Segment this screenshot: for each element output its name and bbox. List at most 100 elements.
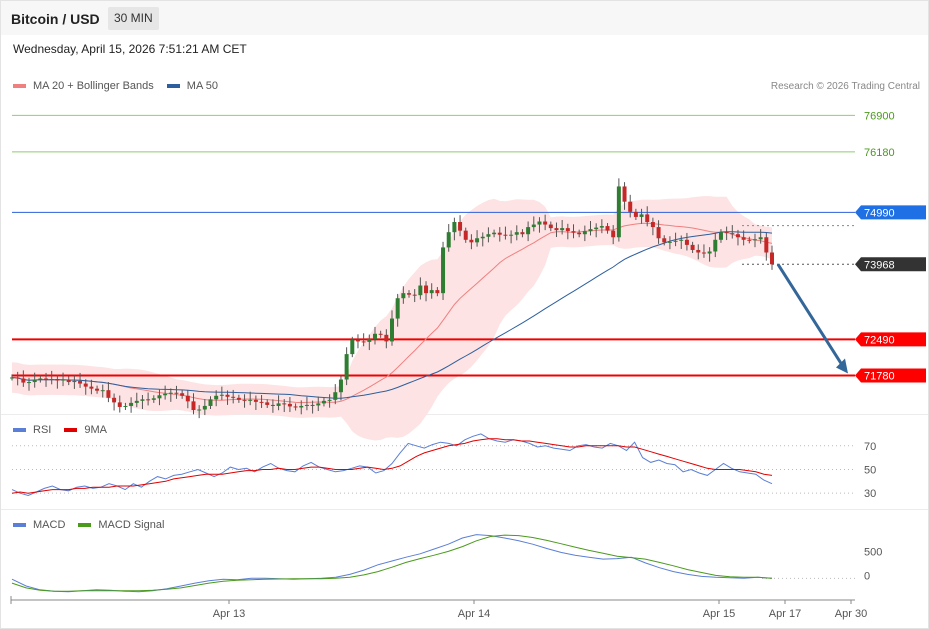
candle — [27, 382, 32, 384]
ma50-line — [11, 231, 773, 399]
candle — [577, 232, 582, 235]
candle — [163, 393, 168, 396]
candle — [106, 390, 111, 398]
candle — [89, 386, 94, 389]
candle — [117, 402, 122, 407]
candle — [684, 239, 689, 245]
rsi-swatch — [13, 428, 26, 432]
instrument-title: Bitcoin / USD — [11, 11, 100, 27]
candle — [61, 379, 66, 381]
candle — [338, 379, 343, 393]
price-tag — [855, 257, 926, 272]
candle — [446, 232, 451, 248]
candle — [503, 234, 508, 236]
candle — [390, 318, 394, 342]
time-tick-label: Apr 30 — [835, 608, 867, 620]
candle — [537, 221, 542, 225]
candle — [140, 399, 145, 401]
candle — [191, 401, 196, 410]
candle — [571, 231, 576, 233]
candle — [44, 378, 49, 381]
candle — [770, 252, 774, 265]
time-tick-label: Apr 15 — [703, 608, 735, 620]
candle — [463, 230, 468, 240]
candle — [174, 392, 179, 394]
candle — [650, 222, 655, 228]
candle — [673, 240, 678, 242]
legend-label-9ma: 9MA — [84, 424, 107, 436]
candle — [259, 401, 264, 403]
price-level-label: 74990 — [864, 207, 895, 219]
rsi-9ma-line — [11, 438, 773, 494]
candle — [225, 394, 230, 397]
candle — [151, 398, 156, 400]
legend-item-macd-signal: MACD Signal — [78, 519, 164, 531]
candle — [78, 381, 83, 384]
candle — [242, 399, 247, 401]
candle — [327, 399, 332, 401]
legend-label-macd: MACD — [33, 519, 66, 531]
price-level-label: 71780 — [864, 370, 895, 382]
candle — [639, 214, 644, 217]
price-tag — [855, 205, 926, 220]
candle — [458, 222, 463, 231]
candle — [49, 379, 54, 381]
candle — [407, 293, 412, 295]
candle — [333, 392, 338, 400]
price-level-label: 73968 — [864, 259, 895, 271]
candle — [129, 402, 134, 406]
forecast-arrow — [776, 263, 845, 368]
candle — [554, 228, 559, 231]
candle — [486, 234, 491, 237]
rsi-line — [11, 433, 773, 497]
candle — [344, 354, 349, 380]
candle — [560, 228, 565, 231]
candle — [679, 239, 684, 241]
candle — [208, 399, 213, 406]
candle — [236, 397, 241, 400]
candle — [429, 290, 434, 294]
credit-text: Research © 2026 Trading Central — [770, 81, 920, 92]
candle — [293, 406, 298, 408]
candle — [214, 395, 219, 400]
candle — [418, 285, 423, 296]
candle — [112, 397, 117, 403]
candle — [310, 404, 315, 406]
9ma-swatch — [64, 428, 78, 432]
candle — [276, 403, 281, 406]
legend-label-macd-signal: MACD Signal — [98, 519, 165, 531]
legend-label-ma20: MA 20 + Bollinger Bands — [33, 80, 154, 92]
macd-signal-swatch — [78, 523, 92, 527]
candle — [38, 378, 43, 380]
candle — [157, 395, 162, 399]
timeframe-badge[interactable]: 30 MIN — [108, 7, 159, 30]
candle — [435, 290, 440, 294]
candle — [628, 201, 633, 212]
legend-label-ma50: MA 50 — [186, 80, 218, 92]
candle — [758, 237, 763, 240]
candle — [724, 232, 729, 234]
candle — [599, 226, 604, 228]
candle — [520, 232, 525, 235]
legend-item-ma20: MA 20 + Bollinger Bands — [13, 80, 154, 92]
macd-swatch — [13, 523, 26, 527]
candle — [134, 400, 139, 403]
candle — [452, 222, 457, 233]
candle — [735, 234, 740, 238]
candle — [469, 239, 474, 243]
candle — [514, 232, 519, 235]
candle — [316, 403, 321, 406]
legend-item-ma50: MA 50 — [166, 80, 218, 92]
candle — [656, 227, 661, 239]
macd-level-label: 0 — [864, 570, 870, 582]
candle — [588, 229, 593, 232]
candle — [384, 334, 389, 342]
candle — [32, 379, 37, 383]
forecast-arrow-head — [836, 358, 848, 374]
candle — [633, 211, 638, 217]
candle — [287, 403, 292, 407]
rsi-legend: RSI 9MA — [13, 424, 120, 436]
candle — [543, 221, 548, 225]
candle — [497, 232, 502, 235]
